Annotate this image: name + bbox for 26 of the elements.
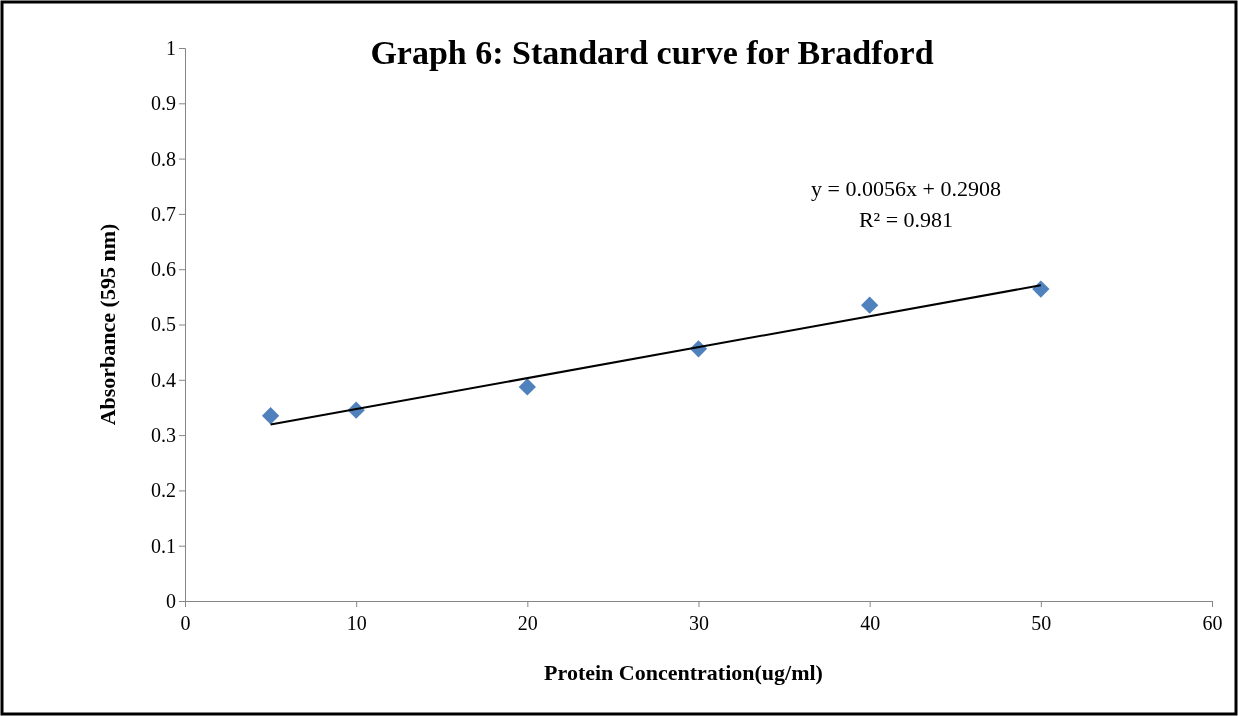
x-tick-label: 60 (1202, 612, 1223, 634)
annotation: y = 0.0056x + 0.2908 (811, 176, 1001, 201)
y-tick-label: 0.9 (151, 92, 176, 115)
y-tick-label: 0.7 (151, 202, 176, 225)
x-axis-title: Protein Concentration(ug/ml) (544, 660, 823, 685)
x-tick-label: 10 (346, 612, 367, 634)
x-tick-label: 40 (860, 612, 881, 634)
y-tick-label: 0.5 (151, 313, 176, 336)
annotation: R² = 0.981 (858, 207, 954, 232)
x-tick-label: 50 (1031, 612, 1052, 634)
x-tick-label: 20 (517, 612, 538, 634)
y-tick-label: 0.6 (151, 258, 176, 281)
y-tick-label: 0.1 (151, 534, 176, 557)
y-axis-title: Absorbance (595 nm) (95, 223, 120, 426)
point (518, 378, 536, 396)
y-tick-label: 1 (166, 36, 176, 59)
y-tick-label: 0 (166, 589, 176, 612)
y-tick-label: 0.4 (151, 368, 176, 391)
y-tick-label: 0.3 (151, 424, 176, 446)
y-tick-label: 0.2 (151, 479, 176, 502)
chart-title: Graph 6: Standard curve for Bradford (370, 34, 934, 71)
point (861, 296, 879, 314)
point (261, 407, 280, 425)
x-tick-label: 30 (689, 612, 709, 634)
y-tick-label: 0.8 (151, 147, 176, 170)
x-tick-label: 0 (180, 612, 191, 634)
